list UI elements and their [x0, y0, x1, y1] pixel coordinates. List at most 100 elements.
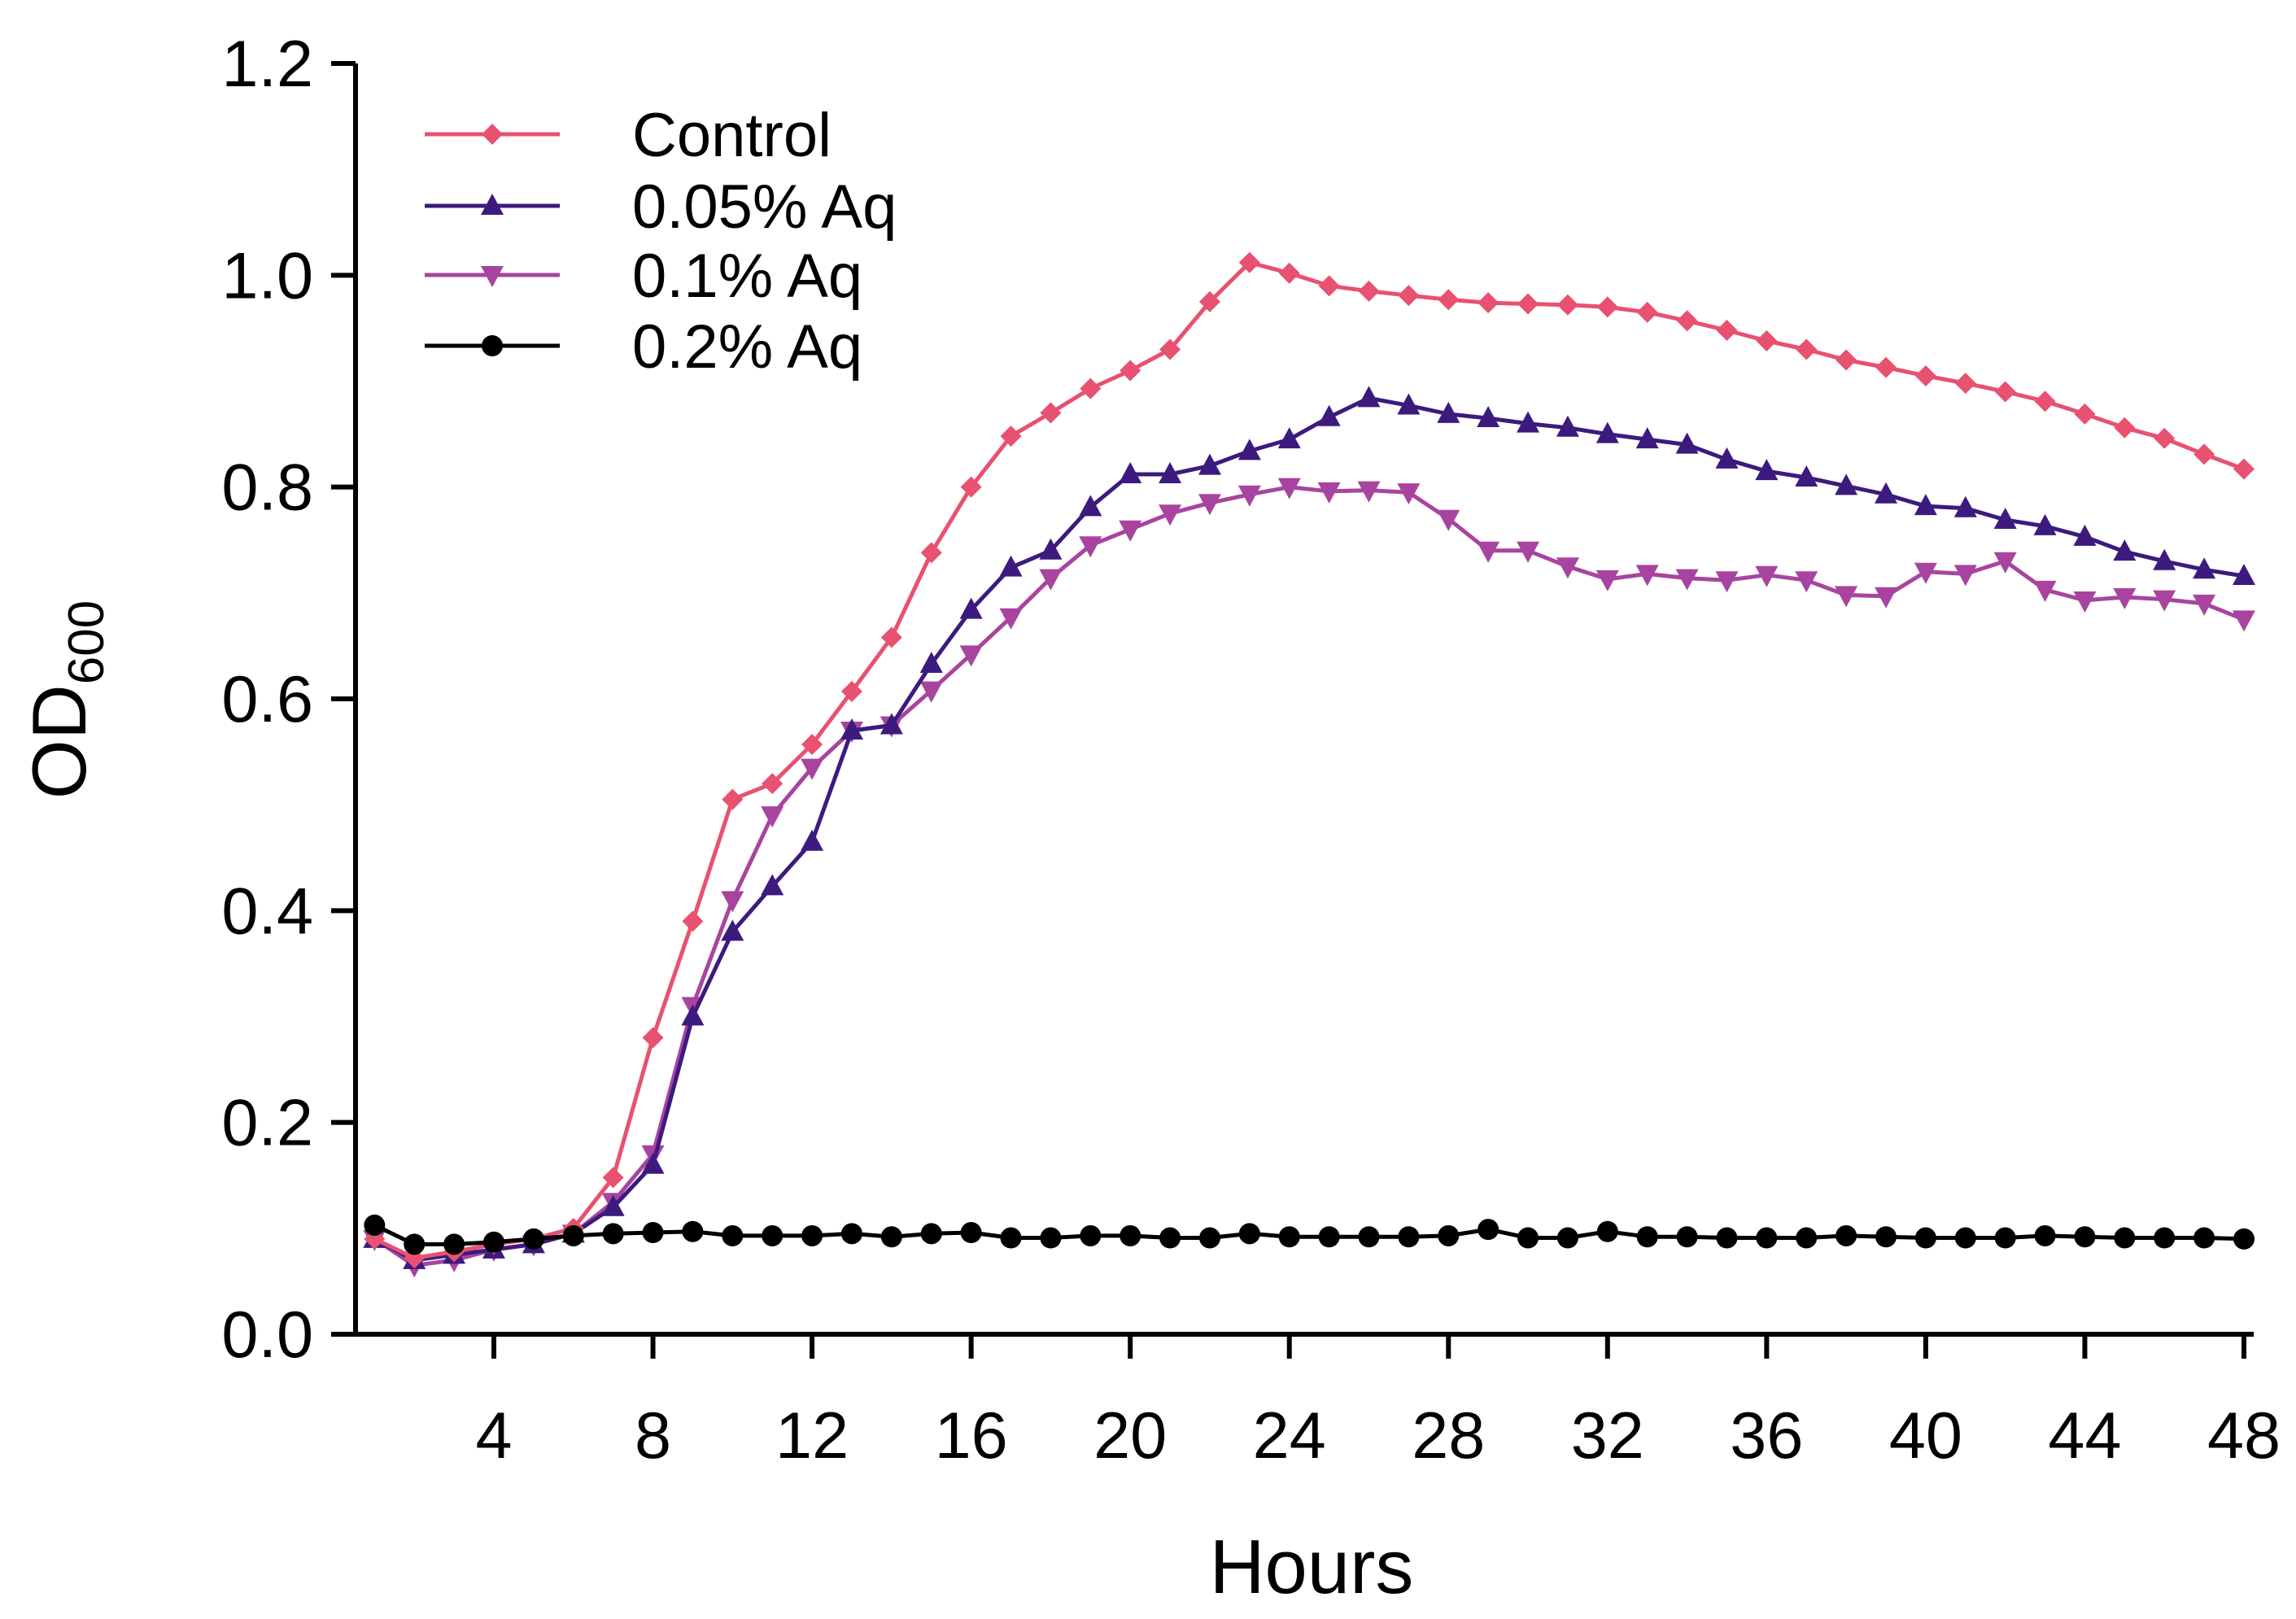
data-point — [2193, 557, 2216, 579]
data-point — [1556, 1227, 1578, 1249]
data-point — [1198, 494, 1221, 516]
data-point — [2033, 580, 2057, 602]
x-tick-label: 24 — [1253, 1399, 1326, 1473]
data-point — [2033, 513, 2057, 535]
data-point — [880, 713, 903, 735]
data-point — [1993, 552, 2017, 574]
data-point — [1595, 421, 1619, 443]
data-point — [1796, 338, 1818, 360]
x-tick-label: 12 — [775, 1399, 849, 1473]
data-point — [1437, 509, 1460, 531]
data-point — [1237, 485, 1261, 507]
data-point — [1317, 482, 1341, 504]
data-point — [364, 1214, 386, 1236]
x-axis-title: Hours — [1210, 1524, 1414, 1609]
data-point — [2193, 443, 2215, 465]
data-point — [562, 1224, 584, 1246]
data-point — [682, 1220, 704, 1242]
data-point — [1277, 427, 1301, 449]
data-point — [1914, 1227, 1936, 1249]
x-tick-label: 32 — [1571, 1399, 1644, 1473]
y-axis-title-subscript: 600 — [59, 600, 115, 684]
data-point — [1875, 482, 1898, 504]
x-tick-label: 40 — [1889, 1399, 1962, 1473]
data-point — [2233, 564, 2255, 586]
legend-marker — [482, 335, 503, 356]
data-point — [1080, 377, 1102, 399]
data-point — [1318, 1226, 1340, 1248]
data-point — [1914, 562, 1937, 584]
data-point — [801, 758, 824, 780]
data-point — [1676, 310, 1698, 332]
data-point — [840, 680, 862, 702]
data-point — [2073, 591, 2097, 613]
series-line-control — [373, 260, 2245, 1260]
data-point — [1716, 320, 1738, 342]
y-axis-title: OD600 — [16, 600, 115, 799]
data-point — [840, 1223, 862, 1245]
data-point — [1198, 1227, 1220, 1249]
data-point — [1039, 538, 1063, 560]
data-point — [2074, 1226, 2096, 1248]
data-point — [1080, 1224, 1102, 1246]
legend-marker — [481, 194, 504, 215]
data-point — [1278, 1226, 1300, 1248]
x-tick-label: 28 — [1412, 1399, 1485, 1473]
data-point — [1000, 1227, 1022, 1249]
data-point — [1716, 1227, 1738, 1249]
data-point — [840, 718, 863, 740]
legend-item-control: Control — [425, 101, 832, 170]
series-line-0-05-aq — [373, 395, 2245, 1263]
data-point — [959, 597, 983, 619]
data-point — [920, 1223, 942, 1245]
data-point — [1478, 1219, 1499, 1241]
data-point — [1556, 415, 1579, 437]
data-point — [1675, 569, 1699, 591]
data-point — [642, 1222, 664, 1244]
series-0-1-aq — [363, 478, 2255, 1278]
data-point — [1755, 459, 1779, 481]
data-point — [1120, 360, 1141, 382]
data-point — [1159, 462, 1182, 484]
data-point — [2074, 403, 2096, 425]
data-point — [1676, 1226, 1698, 1248]
data-point — [1636, 1226, 1658, 1248]
data-point — [1277, 478, 1301, 500]
x-tick-label: 8 — [635, 1399, 671, 1473]
data-point — [1358, 1226, 1380, 1248]
data-point — [1517, 293, 1539, 315]
data-point — [1914, 494, 1937, 516]
data-point — [920, 542, 942, 564]
data-point — [1635, 427, 1659, 449]
x-tick-label: 20 — [1093, 1399, 1167, 1473]
data-point — [1119, 462, 1142, 484]
data-point — [1438, 289, 1460, 311]
series-0-05-aq — [363, 386, 2255, 1269]
data-point — [1318, 275, 1340, 297]
data-point — [1675, 432, 1699, 454]
data-point — [1397, 393, 1421, 415]
data-point — [1198, 290, 1220, 312]
data-point — [1994, 1227, 2016, 1249]
data-point — [1835, 473, 1858, 495]
data-point — [1835, 1224, 1857, 1246]
legend-label: Control — [632, 101, 832, 170]
x-tick-label: 48 — [2207, 1399, 2281, 1473]
series-control — [364, 251, 2255, 1269]
data-point — [642, 1027, 664, 1049]
data-point — [1954, 1227, 1976, 1249]
data-point — [1795, 571, 1818, 593]
plot-area — [363, 251, 2255, 1278]
data-point — [880, 1226, 902, 1248]
data-point — [761, 806, 784, 828]
legend-label: 0.05% Aq — [632, 172, 897, 242]
data-point — [1398, 1226, 1420, 1248]
data-point — [1278, 262, 1300, 284]
data-point — [2114, 1227, 2136, 1249]
data-point — [1397, 483, 1421, 505]
data-point — [2193, 1227, 2215, 1249]
data-point — [721, 891, 744, 913]
data-point — [1079, 536, 1102, 558]
data-point — [602, 1167, 624, 1189]
